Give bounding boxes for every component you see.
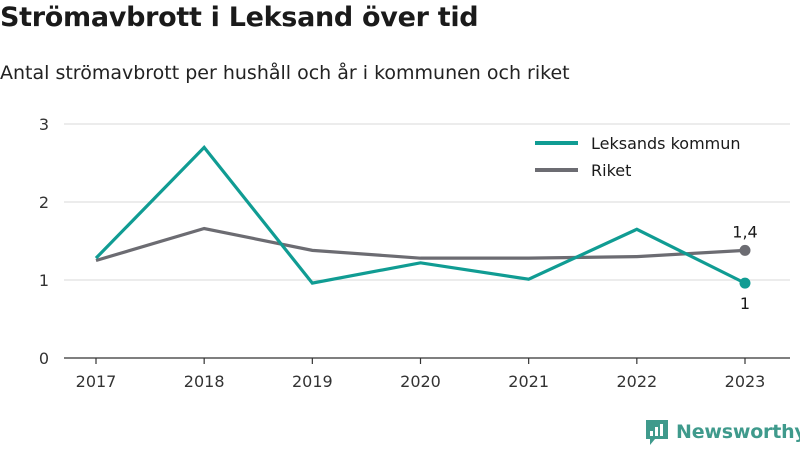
brand-name: Newsworthy — [676, 421, 800, 443]
brand: Newsworthy — [644, 418, 800, 446]
y-tick-label: 0 — [39, 349, 49, 368]
x-tick-label: 2019 — [292, 372, 333, 391]
chart-title: Strömavbrott i Leksand över tid — [0, 2, 479, 33]
end-label-leksands-kommun: 1 — [740, 294, 750, 313]
x-tick-label: 2021 — [508, 372, 549, 391]
end-label-riket: 1,4 — [732, 222, 757, 241]
end-point-riket — [739, 244, 751, 256]
series-line-riket — [95, 226, 746, 263]
x-tick-label: 2018 — [184, 372, 225, 391]
y-tick-label: 3 — [39, 115, 49, 134]
x-tick-label: 2020 — [400, 372, 441, 391]
newsworthy-logo-icon — [646, 420, 668, 445]
x-tick-label: 2022 — [616, 372, 657, 391]
chart-subtitle: Antal strömavbrott per hushåll och år i … — [0, 62, 570, 84]
y-tick-label: 1 — [39, 271, 49, 290]
x-tick-label: 2023 — [725, 372, 766, 391]
legend-label: Riket — [591, 161, 631, 180]
end-point-leksands-kommun — [739, 277, 751, 289]
legend-label: Leksands kommun — [591, 134, 741, 153]
y-tick-label: 2 — [39, 193, 49, 212]
x-tick-label: 2017 — [76, 372, 117, 391]
series-line-leksands-kommun — [94, 144, 746, 285]
